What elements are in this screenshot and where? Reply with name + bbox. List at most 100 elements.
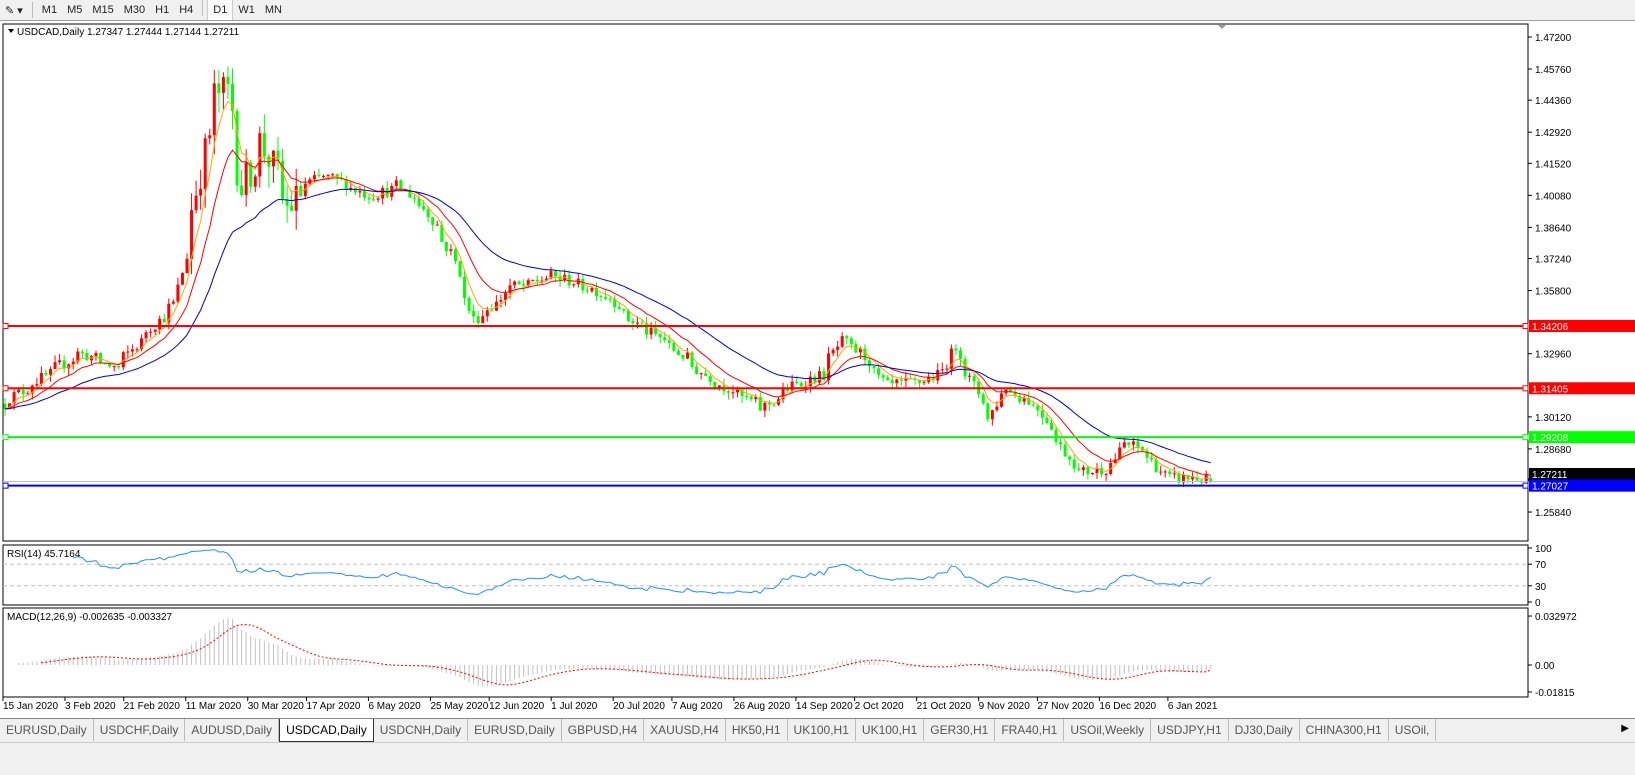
chart-tab[interactable]: USDCAD,Daily <box>279 719 374 742</box>
candle-body <box>1045 417 1049 424</box>
candle-body <box>931 377 935 381</box>
candle-body <box>44 373 48 375</box>
candle-body <box>681 354 685 359</box>
candle-body <box>1009 389 1013 393</box>
timeframe-h1[interactable]: H1 <box>155 4 170 16</box>
chart-tab[interactable]: DJ30,Daily <box>1229 719 1300 741</box>
chart-tab[interactable]: XAUUSD,H4 <box>644 719 726 741</box>
line-anchor-handle <box>2 482 9 489</box>
chart-tab[interactable]: HK50,H1 <box>726 719 788 741</box>
chart-tab[interactable]: EURUSD,Daily <box>468 719 562 741</box>
candle-body <box>968 375 972 377</box>
timeframe-d1[interactable]: D1 <box>207 0 234 20</box>
toolbar-separator <box>202 0 204 16</box>
candle-body <box>326 174 330 176</box>
chart-tab[interactable]: GER30,H1 <box>924 719 996 741</box>
chart-tab[interactable]: USOil, <box>1389 719 1437 741</box>
chart-tab[interactable]: USOil,Weekly <box>1064 719 1152 741</box>
candle-body <box>271 150 275 167</box>
rsi-tick-label: 100 <box>1535 544 1552 555</box>
candle <box>1159 465 1163 476</box>
chart-tab[interactable]: UK100,H1 <box>856 719 925 741</box>
candle <box>981 392 985 406</box>
chart-tab[interactable]: USDCHF,Daily <box>94 719 186 741</box>
candle <box>690 350 694 370</box>
candle <box>572 283 576 288</box>
chart-tab[interactable]: GBPUSD,H4 <box>562 719 645 741</box>
collapse-triangle-icon <box>8 29 14 33</box>
timeframe-h4[interactable]: H4 <box>179 4 194 16</box>
candle-body <box>535 279 539 282</box>
candle-body <box>877 368 881 375</box>
date-label: 12 Jun 2020 <box>489 701 544 712</box>
tabs-scroll-right-icon[interactable]: ▶ <box>1621 723 1629 734</box>
candle-body <box>322 175 325 177</box>
candle-body <box>667 340 671 343</box>
candle-body <box>895 379 899 384</box>
candle-body <box>749 396 753 400</box>
candle <box>849 336 853 350</box>
candle <box>226 66 230 100</box>
chart-tab[interactable]: FRA40,H1 <box>995 719 1065 741</box>
candle-body <box>362 191 366 198</box>
candle-body <box>267 156 271 167</box>
candle-body <box>863 348 867 361</box>
candle-body <box>754 397 758 400</box>
timeframe-m5[interactable]: M5 <box>67 4 83 16</box>
candle-body <box>540 280 544 282</box>
candle-body <box>335 174 339 179</box>
price-tick-label: 1.45760 <box>1535 65 1572 76</box>
candle-body <box>258 133 262 177</box>
date-label: 9 Nov 2020 <box>979 701 1031 712</box>
line-anchor-handle <box>2 434 9 441</box>
timeframe-m15[interactable]: M15 <box>92 4 114 16</box>
chart-tab[interactable]: USDCNH,Daily <box>374 719 469 741</box>
candle-body <box>108 363 112 367</box>
candle-body <box>1072 459 1076 469</box>
candle <box>622 308 626 314</box>
timeframe-w1[interactable]: W1 <box>238 4 255 16</box>
candle-body <box>1059 442 1063 445</box>
candle <box>240 169 244 197</box>
candle-body <box>1018 395 1022 402</box>
chart-tab[interactable]: UK100,H1 <box>788 719 856 741</box>
ma-mid-line <box>4 149 1211 476</box>
candle <box>413 194 416 204</box>
date-label: 7 Aug 2020 <box>672 701 723 712</box>
candle-body <box>972 375 976 382</box>
candle-body <box>781 387 785 400</box>
timeframe-m1[interactable]: M1 <box>41 4 58 16</box>
candle-body <box>431 217 435 225</box>
timeframe-m30[interactable]: M30 <box>123 4 146 16</box>
candle-body <box>1077 468 1081 471</box>
date-label: 2 Oct 2020 <box>855 701 904 712</box>
chart-tab[interactable]: CHINA300,H1 <box>1300 719 1389 741</box>
chart-tab[interactable]: AUDUSD,Daily <box>185 719 280 741</box>
candle-body <box>922 381 926 383</box>
candle <box>918 379 922 389</box>
candle <box>499 294 503 308</box>
candle-body <box>608 298 612 300</box>
candle <box>21 384 25 402</box>
chart-window[interactable]: 1.27211 1.34206 1.31405 1.29208 1.27027 1.472… <box>0 22 1635 716</box>
price-tick-label: 1.32960 <box>1535 350 1572 361</box>
chart-tab[interactable]: USDJPY,H1 <box>1151 719 1229 741</box>
timeframe-mn[interactable]: MN <box>264 4 282 16</box>
candle-body <box>572 284 576 286</box>
candle <box>444 241 448 257</box>
candle <box>1181 471 1185 488</box>
chart-tab[interactable]: EURUSD,Daily <box>0 719 94 741</box>
line-tool-dropdown[interactable]: ✎ ▾ <box>5 4 23 17</box>
macd-tick-label: 0.00 <box>1535 661 1555 672</box>
candle-body <box>513 281 517 286</box>
ma-slow-line <box>4 188 1211 464</box>
line-price-label-bg <box>1529 382 1635 395</box>
rsi-panel <box>2 544 1529 606</box>
candle-body <box>890 380 894 384</box>
line-price-label-bg <box>1529 479 1635 492</box>
candle-body <box>358 191 362 193</box>
candle-body <box>444 241 448 252</box>
candle-body <box>485 310 489 317</box>
candle <box>613 294 617 313</box>
rsi-label: RSI(14) 45.7164 <box>7 549 81 560</box>
